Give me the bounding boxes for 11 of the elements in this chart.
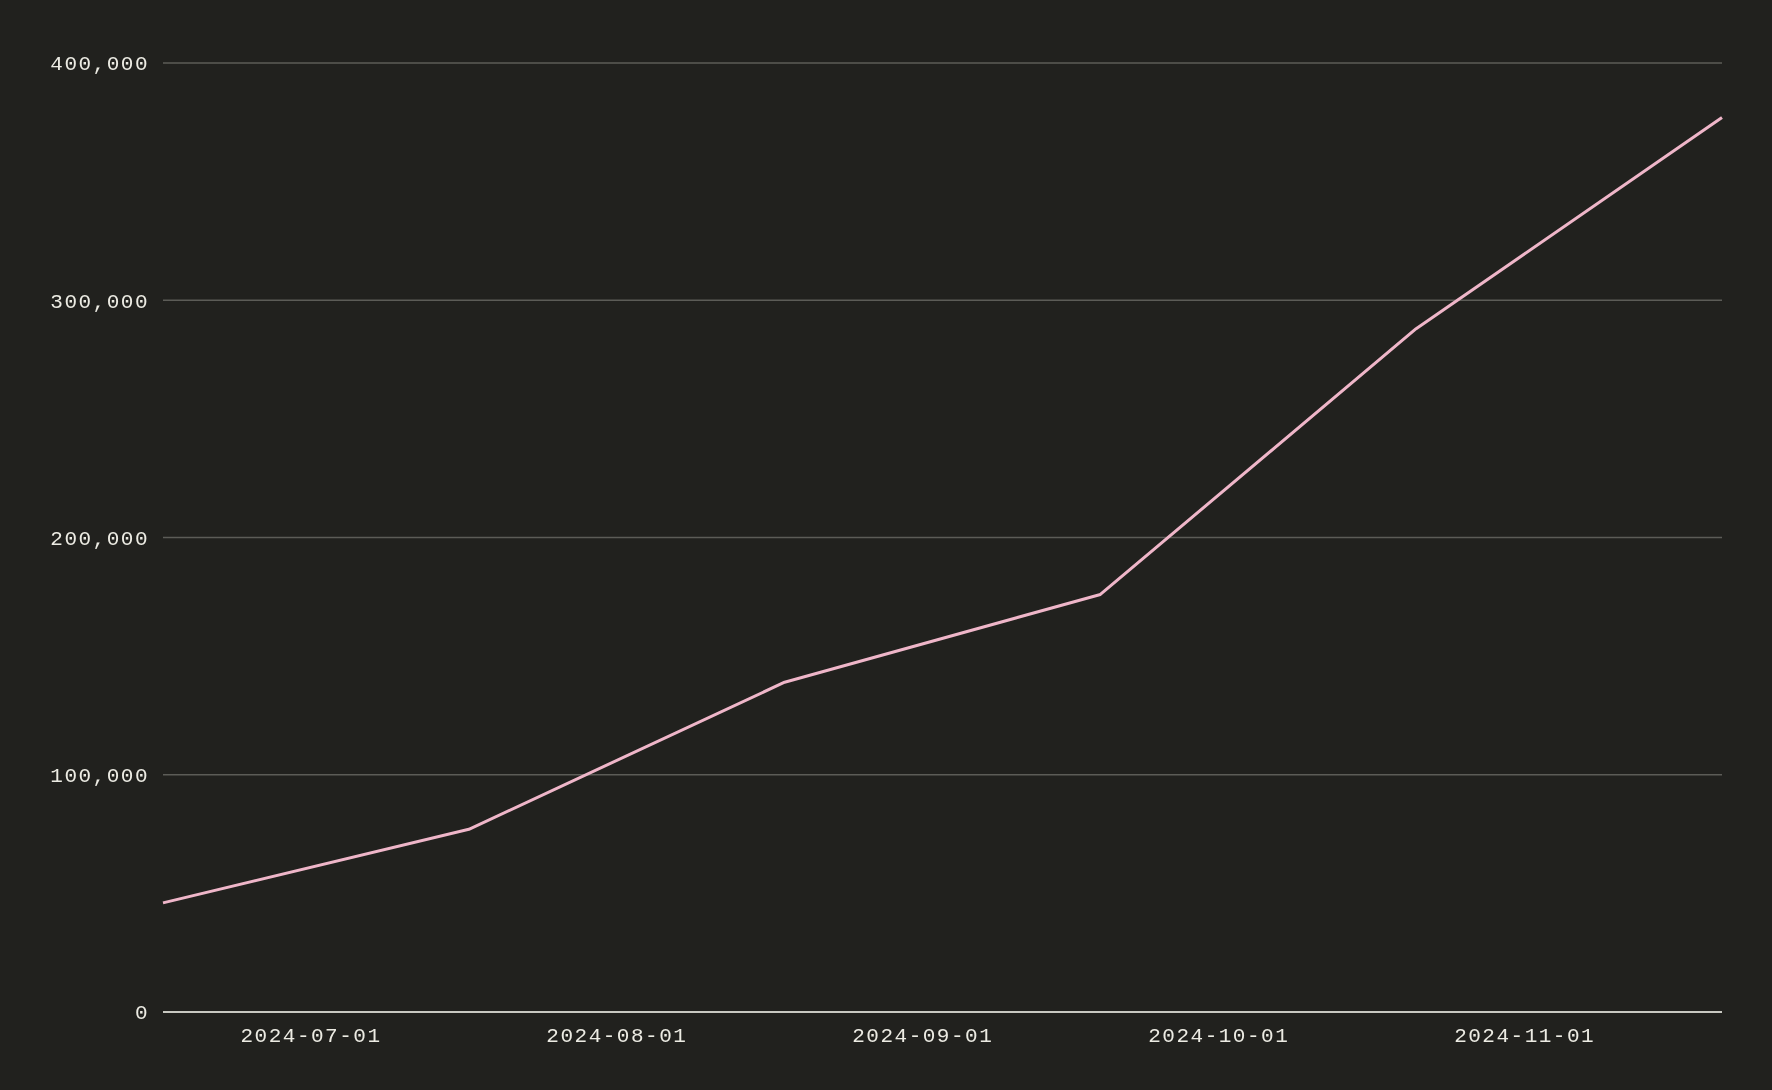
- line-series: [161, 116, 1724, 905]
- x-tick-label: 2024-09-01: [852, 1025, 994, 1048]
- y-tick-label: 0: [134, 1002, 149, 1026]
- x-tick-label: 2024-07-01: [240, 1025, 382, 1048]
- y-tick-label: 200,000: [50, 527, 149, 551]
- y-tick-label: 300,000: [50, 290, 149, 314]
- y-tick-label: 400,000: [50, 53, 149, 77]
- y-tick-label: 100,000: [50, 765, 149, 789]
- x-tick-label: 2024-10-01: [1148, 1025, 1290, 1048]
- x-tick-label: 2024-08-01: [546, 1025, 688, 1048]
- x-tick-label: 2024-11-01: [1454, 1025, 1596, 1048]
